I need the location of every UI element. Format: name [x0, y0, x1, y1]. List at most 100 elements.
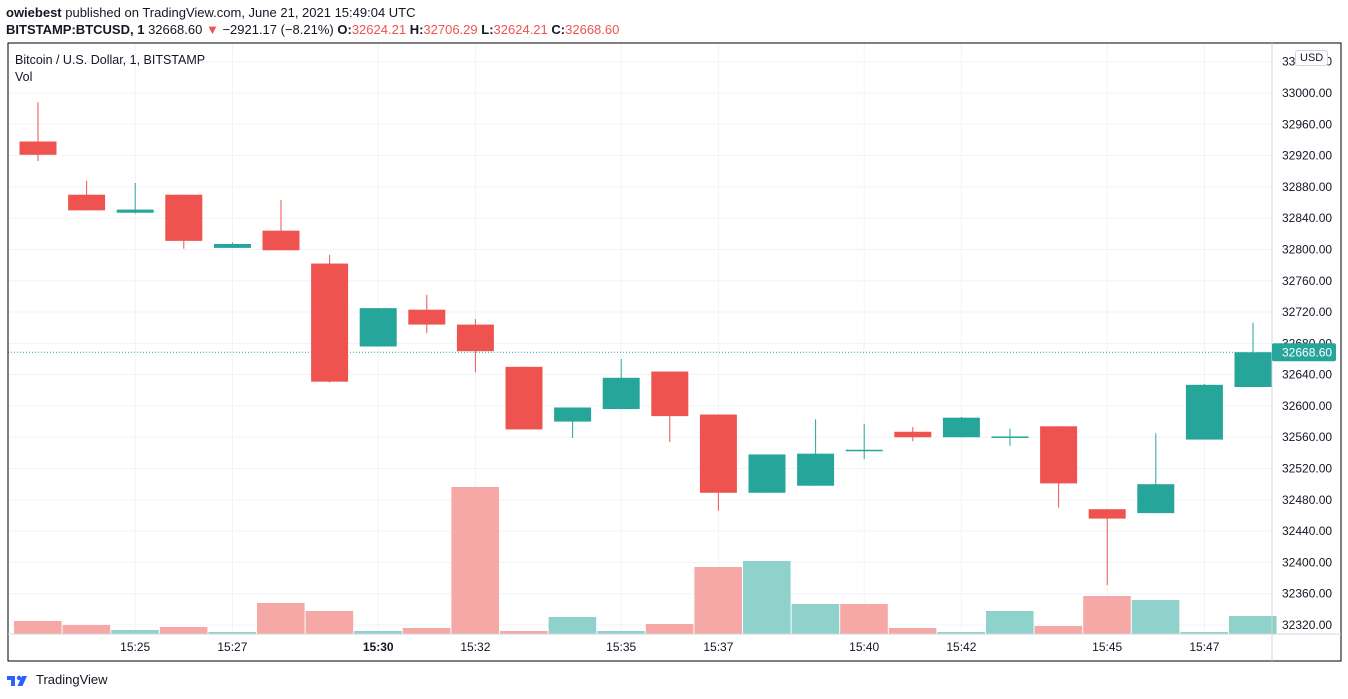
- volume-bar: [1131, 600, 1180, 634]
- volume-bar: [986, 611, 1034, 634]
- high-label: H:: [409, 22, 424, 37]
- candle-body: [797, 453, 835, 486]
- time-tick-label: 15:47: [1189, 640, 1219, 654]
- last-price-tag: [1272, 343, 1336, 362]
- candle-body: [748, 454, 786, 493]
- candle-body: [505, 366, 543, 430]
- volume-bar: [597, 631, 645, 634]
- price-tick-label: 32840.00: [1282, 211, 1332, 225]
- price-tick-label: 32440.00: [1282, 524, 1332, 538]
- time-tick-label: 15:35: [606, 640, 636, 654]
- volume-bar: [548, 617, 597, 634]
- candle-body: [19, 141, 57, 155]
- price-tick-label: 33000.00: [1282, 86, 1332, 100]
- price-axis: 32320.00 32360.00 32400.00 32440.00 32480.00…: [1282, 55, 1332, 632]
- volume-bar: [62, 625, 111, 634]
- time-tick-label: 15:32: [460, 640, 490, 654]
- publish-line: owiebest published on TradingView.com, J…: [6, 5, 416, 20]
- price-tick-label: 32880.00: [1282, 180, 1332, 194]
- change-value: −2921.17 (−8.21%): [222, 22, 334, 37]
- time-tick-label: 15:30: [363, 640, 394, 654]
- publisher-name[interactable]: owiebest: [6, 5, 62, 20]
- price-tick-label: 32320.00: [1282, 618, 1332, 632]
- candle-body: [213, 243, 251, 248]
- volume-bar: [743, 561, 791, 634]
- volume-bar: [1034, 626, 1083, 634]
- candle-body: [651, 371, 689, 417]
- volume-bar: [451, 487, 499, 634]
- candle-body: [359, 308, 397, 347]
- candle-body: [699, 414, 737, 493]
- footer-brand[interactable]: TradingView: [6, 672, 108, 687]
- volume-bar: [1229, 616, 1277, 634]
- time-tick-label: 15:45: [1092, 640, 1122, 654]
- price-tick-label: 32520.00: [1282, 462, 1332, 476]
- symbol: BITSTAMP:BTCUSD: [6, 22, 130, 37]
- low-value: 32624.21: [493, 22, 548, 37]
- grid: [8, 43, 1272, 634]
- candle-body: [456, 324, 494, 352]
- candle-body: [262, 230, 300, 251]
- currency-badge[interactable]: USD: [1295, 50, 1329, 66]
- volume-bar: [888, 628, 937, 634]
- time-tick-label: 15:37: [703, 640, 733, 654]
- tradingview-logo-icon: [7, 675, 27, 686]
- high-value: 32706.29: [423, 22, 478, 37]
- candle-body: [116, 209, 154, 213]
- candle-body: [68, 194, 106, 211]
- price-tick-label: 32560.00: [1282, 430, 1332, 444]
- open-label: O:: [337, 22, 352, 37]
- time-tick-label: 15:25: [120, 640, 150, 654]
- close-value: 32668.60: [565, 22, 620, 37]
- candle-body: [991, 436, 1029, 438]
- time-axis: 15:25 15:27 15:30 15:32 15:35 15:37 15:40 15:42…: [120, 640, 1220, 654]
- publish-info: published on TradingView.com, June 21, 2…: [61, 5, 416, 20]
- candle-body: [602, 377, 640, 410]
- volume-bar: [937, 632, 985, 634]
- volume-bar: [1083, 596, 1131, 634]
- volume-bar: [111, 630, 159, 634]
- volume-bar: [14, 621, 62, 634]
- down-arrow-icon: ▼: [205, 22, 219, 37]
- volume-bar: [791, 604, 840, 634]
- candle-body: [311, 263, 349, 382]
- candle-body: [165, 194, 203, 241]
- price-tick-label: 32640.00: [1282, 368, 1332, 382]
- candle-body: [894, 431, 932, 438]
- candlesticks: [19, 102, 1272, 586]
- ohlc-line: BITSTAMP:BTCUSD, 1 32668.60 ▼ −2921.17 (…: [6, 22, 619, 37]
- candle-body: [942, 417, 980, 438]
- price-tick-label: 32720.00: [1282, 305, 1332, 319]
- time-tick-label: 15:27: [217, 640, 247, 654]
- price-tick-label: 32960.00: [1282, 117, 1332, 131]
- close-label: C:: [551, 22, 566, 37]
- volume-bar: [354, 631, 402, 634]
- last-value: 32668.60: [148, 22, 203, 37]
- volume-bars: [14, 487, 1277, 634]
- interval: , 1: [129, 22, 145, 37]
- volume-bar: [840, 604, 888, 634]
- candle-body: [408, 309, 446, 325]
- candle-body: [554, 407, 592, 422]
- last-price-text: 32668.60: [1282, 345, 1332, 359]
- open-value: 32624.21: [351, 22, 407, 37]
- brand-name: TradingView: [36, 672, 108, 687]
- time-tick-label: 15:42: [946, 640, 976, 654]
- volume-bar: [305, 611, 354, 634]
- volume-bar: [257, 603, 305, 634]
- volume-bar: [159, 627, 208, 634]
- volume-legend[interactable]: Vol: [15, 70, 33, 84]
- volume-bar: [402, 628, 451, 634]
- price-tick-label: 32360.00: [1282, 587, 1332, 601]
- candle-body: [1088, 509, 1126, 519]
- price-tick-label: 32920.00: [1282, 149, 1332, 163]
- price-tick-label: 32760.00: [1282, 274, 1332, 288]
- candle-body: [1137, 484, 1175, 514]
- series-title[interactable]: Bitcoin / U.S. Dollar, 1, BITSTAMP: [15, 53, 206, 67]
- volume-bar: [208, 632, 256, 634]
- volume-bar: [500, 631, 548, 634]
- last-price-label: 32668.60: [1272, 343, 1336, 362]
- chart-legend: Bitcoin / U.S. Dollar, 1, BITSTAMP Vol: [15, 53, 205, 87]
- volume-bar: [1180, 632, 1228, 634]
